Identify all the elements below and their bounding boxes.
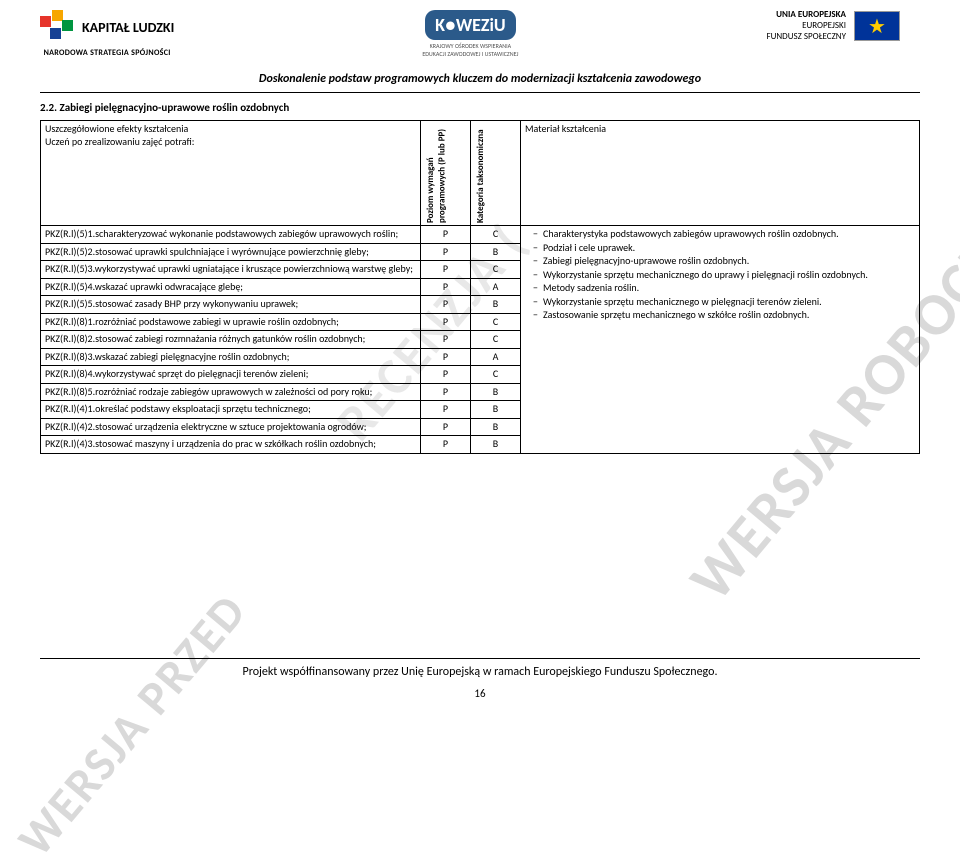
cell-desc: PKZ(R.l)(8)1.rozróżniać podstawowe zabie… <box>41 313 421 331</box>
eu-line3: FUNDUSZ SPOŁECZNY <box>766 32 846 43</box>
cell-desc: PKZ(R.l)(4)3.stosować maszyny i urządzen… <box>41 436 421 454</box>
col-header-level: Poziom wymagań programowych (P lub PP) <box>421 121 471 226</box>
cell-desc: PKZ(R.l)(5)5.stosować zasady BHP przy wy… <box>41 296 421 314</box>
cell-category: C <box>471 261 521 279</box>
cell-category: B <box>471 383 521 401</box>
logo-koweziu: K●WEZiU KRAJOWY OŚRODEK WSPIERANIA EDUKA… <box>422 10 518 58</box>
cell-desc: PKZ(R.l)(8)5.rozróżniać rodzaje zabiegów… <box>41 383 421 401</box>
cell-desc: PKZ(R.l)(5)2.stosować uprawki spulchniaj… <box>41 243 421 261</box>
cell-category: B <box>471 243 521 261</box>
table-row: PKZ(R.l)(5)1.scharakteryzować wykonanie … <box>41 226 920 244</box>
col-header-category: Kategoria taksonomiczna <box>471 121 521 226</box>
logo-kapital-ludzki: KAPITAŁ LUDZKI NARODOWA STRATEGIA SPÓJNO… <box>40 10 174 58</box>
cell-level: P <box>421 226 471 244</box>
cell-desc: PKZ(R.l)(8)2.stosować zabiegi rozmnażani… <box>41 331 421 349</box>
cell-desc: PKZ(R.l)(8)3.wskazać zabiegi pielęgnacyj… <box>41 348 421 366</box>
watermark-left: WERSJA PRZED <box>5 581 258 867</box>
cell-level: P <box>421 331 471 349</box>
koweziu-label: K●WEZiU <box>425 10 516 40</box>
cell-level: P <box>421 436 471 454</box>
cell-level: P <box>421 313 471 331</box>
cell-level: P <box>421 296 471 314</box>
banner-text: Doskonalenie podstaw programowych klucze… <box>0 72 960 86</box>
cell-desc: PKZ(R.l)(5)3.wykorzystywać uprawki ugnia… <box>41 261 421 279</box>
cell-category: B <box>471 436 521 454</box>
cell-category: C <box>471 331 521 349</box>
col-header-material: Materiał kształcenia <box>521 121 920 226</box>
page-header: KAPITAŁ LUDZKI NARODOWA STRATEGIA SPÓJNO… <box>0 0 960 58</box>
table-header-row: Uszczegółowione efekty kształcenia Uczeń… <box>41 121 920 226</box>
cell-category: B <box>471 296 521 314</box>
cell-category: B <box>471 418 521 436</box>
cell-level: P <box>421 401 471 419</box>
eu-flag-icon <box>854 11 900 41</box>
footer-text: Projekt współfinansowany przez Unię Euro… <box>0 665 960 679</box>
material-item: Metody sadzenia roślin. <box>533 282 915 295</box>
cell-desc: PKZ(R.l)(4)2.stosować urządzenia elektry… <box>41 418 421 436</box>
material-item: Zabiegi pielęgnacyjno-uprawowe roślin oz… <box>533 255 915 268</box>
cell-level: P <box>421 243 471 261</box>
material-item: Wykorzystanie sprzętu mechanicznego do u… <box>533 269 915 282</box>
cell-level: P <box>421 418 471 436</box>
cell-desc: PKZ(R.l)(5)4.wskazać uprawki odwracające… <box>41 278 421 296</box>
page-footer: Projekt współfinansowany przez Unię Euro… <box>0 658 960 700</box>
material-item: Wykorzystanie sprzętu mechanicznego w pi… <box>533 296 915 309</box>
material-item: Charakterystyka podstawowych zabiegów up… <box>533 228 915 241</box>
cell-level: P <box>421 278 471 296</box>
cell-category: B <box>471 401 521 419</box>
cell-level: P <box>421 348 471 366</box>
cell-materials: Charakterystyka podstawowych zabiegów up… <box>521 226 920 454</box>
cell-category: C <box>471 313 521 331</box>
section-title: 2.2. Zabiegi pielęgnacyjno-uprawowe rośl… <box>40 101 920 114</box>
cell-category: A <box>471 348 521 366</box>
cell-level: P <box>421 366 471 384</box>
kapital-label: KAPITAŁ LUDZKI <box>82 21 174 35</box>
cell-level: P <box>421 383 471 401</box>
col-header-desc: Uszczegółowione efekty kształcenia Uczeń… <box>41 121 421 226</box>
cell-desc: PKZ(R.l)(8)4.wykorzystywać sprzęt do pie… <box>41 366 421 384</box>
material-item: Zastosowanie sprzętu mechanicznego w szk… <box>533 309 915 322</box>
cell-category: A <box>471 278 521 296</box>
cell-category: C <box>471 226 521 244</box>
effects-table: Uszczegółowione efekty kształcenia Uczeń… <box>40 120 920 454</box>
eu-line2: EUROPEJSKI <box>766 21 846 32</box>
cell-desc: PKZ(R.l)(5)1.scharakteryzować wykonanie … <box>41 226 421 244</box>
cell-desc: PKZ(R.l)(4)1.określać podstawy eksploata… <box>41 401 421 419</box>
ns-label: NARODOWA STRATEGIA SPÓJNOŚCI <box>44 48 171 58</box>
material-item: Podział i cele uprawek. <box>533 242 915 255</box>
page-number: 16 <box>0 687 960 700</box>
kl-stars-icon <box>40 10 76 46</box>
cell-level: P <box>421 261 471 279</box>
logo-eu: UNIA EUROPEJSKA EUROPEJSKI FUNDUSZ SPOŁE… <box>766 10 900 42</box>
cell-category: C <box>471 366 521 384</box>
koweziu-sub: KRAJOWY OŚRODEK WSPIERANIA EDUKACJI ZAWO… <box>422 42 518 58</box>
